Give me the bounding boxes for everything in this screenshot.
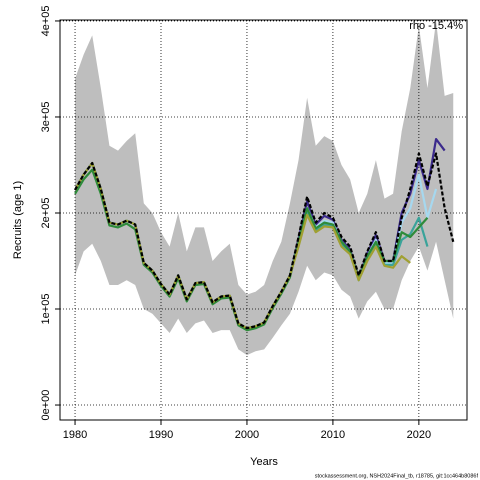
y-tick-label: 0e+00 [40,390,52,421]
plot-frame [59,19,468,421]
series-line [74,168,429,332]
x-tick-label: 2020 [407,429,431,441]
x-tick-label: 1990 [149,429,173,441]
footer: stockassessment.org, NSH2024Final_tb, r1… [315,473,479,479]
x-axis-label: Years [250,456,278,468]
x-tick-label: 2000 [235,429,259,441]
annotation: rho -15.4% [409,20,463,32]
x-tick-label: 2010 [321,429,345,441]
y-axis-label: Recruits (age 1) [12,181,24,259]
y-tick-label: 1e+05 [40,294,52,325]
y-tick-label: 3e+05 [40,102,52,133]
x-tick-label: 1980 [63,429,87,441]
series-line [74,152,455,330]
y-tick-label: 2e+05 [40,198,52,229]
confidence-band [75,20,454,356]
y-tick-label: 4e+05 [40,6,52,37]
